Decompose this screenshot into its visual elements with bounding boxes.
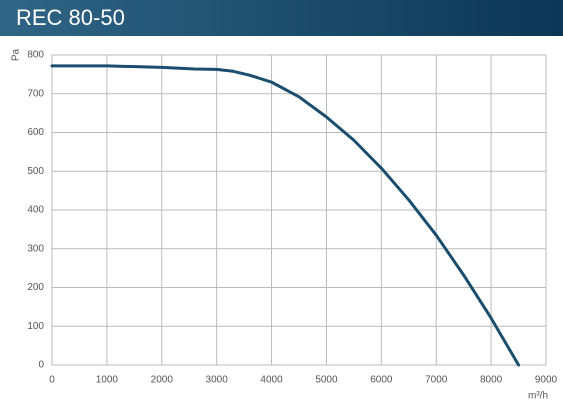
header-bar: [0, 0, 563, 36]
x-tick-label: 4000: [260, 375, 283, 386]
x-tick-label: 0: [49, 375, 55, 386]
y-tick-label: 200: [27, 282, 44, 293]
x-tick-label: 5000: [315, 375, 338, 386]
y-tick-label: 700: [27, 88, 44, 99]
curve: [50, 64, 521, 367]
y-tick-label: 400: [27, 205, 44, 216]
y-tick-label: 500: [27, 166, 44, 177]
chart-title: REC 80-50: [16, 5, 125, 30]
y-tick-label: 800: [27, 50, 44, 61]
y-tick-label: 100: [27, 321, 44, 332]
y-tick-label: 600: [27, 127, 44, 138]
x-tick-label: 3000: [206, 375, 229, 386]
x-tick-label: 7000: [425, 375, 448, 386]
y-axis-label: Pa: [11, 48, 22, 61]
x-axis-label: m³/h: [528, 391, 548, 402]
x-tick-label: 6000: [370, 375, 393, 386]
x-tick-label: 1000: [96, 375, 119, 386]
y-tick-label: 300: [27, 243, 44, 254]
x-tick-label: 9000: [535, 375, 558, 386]
x-tick-label: 8000: [480, 375, 503, 386]
x-tick-label: 2000: [151, 375, 174, 386]
y-tick-label: 0: [38, 360, 44, 371]
